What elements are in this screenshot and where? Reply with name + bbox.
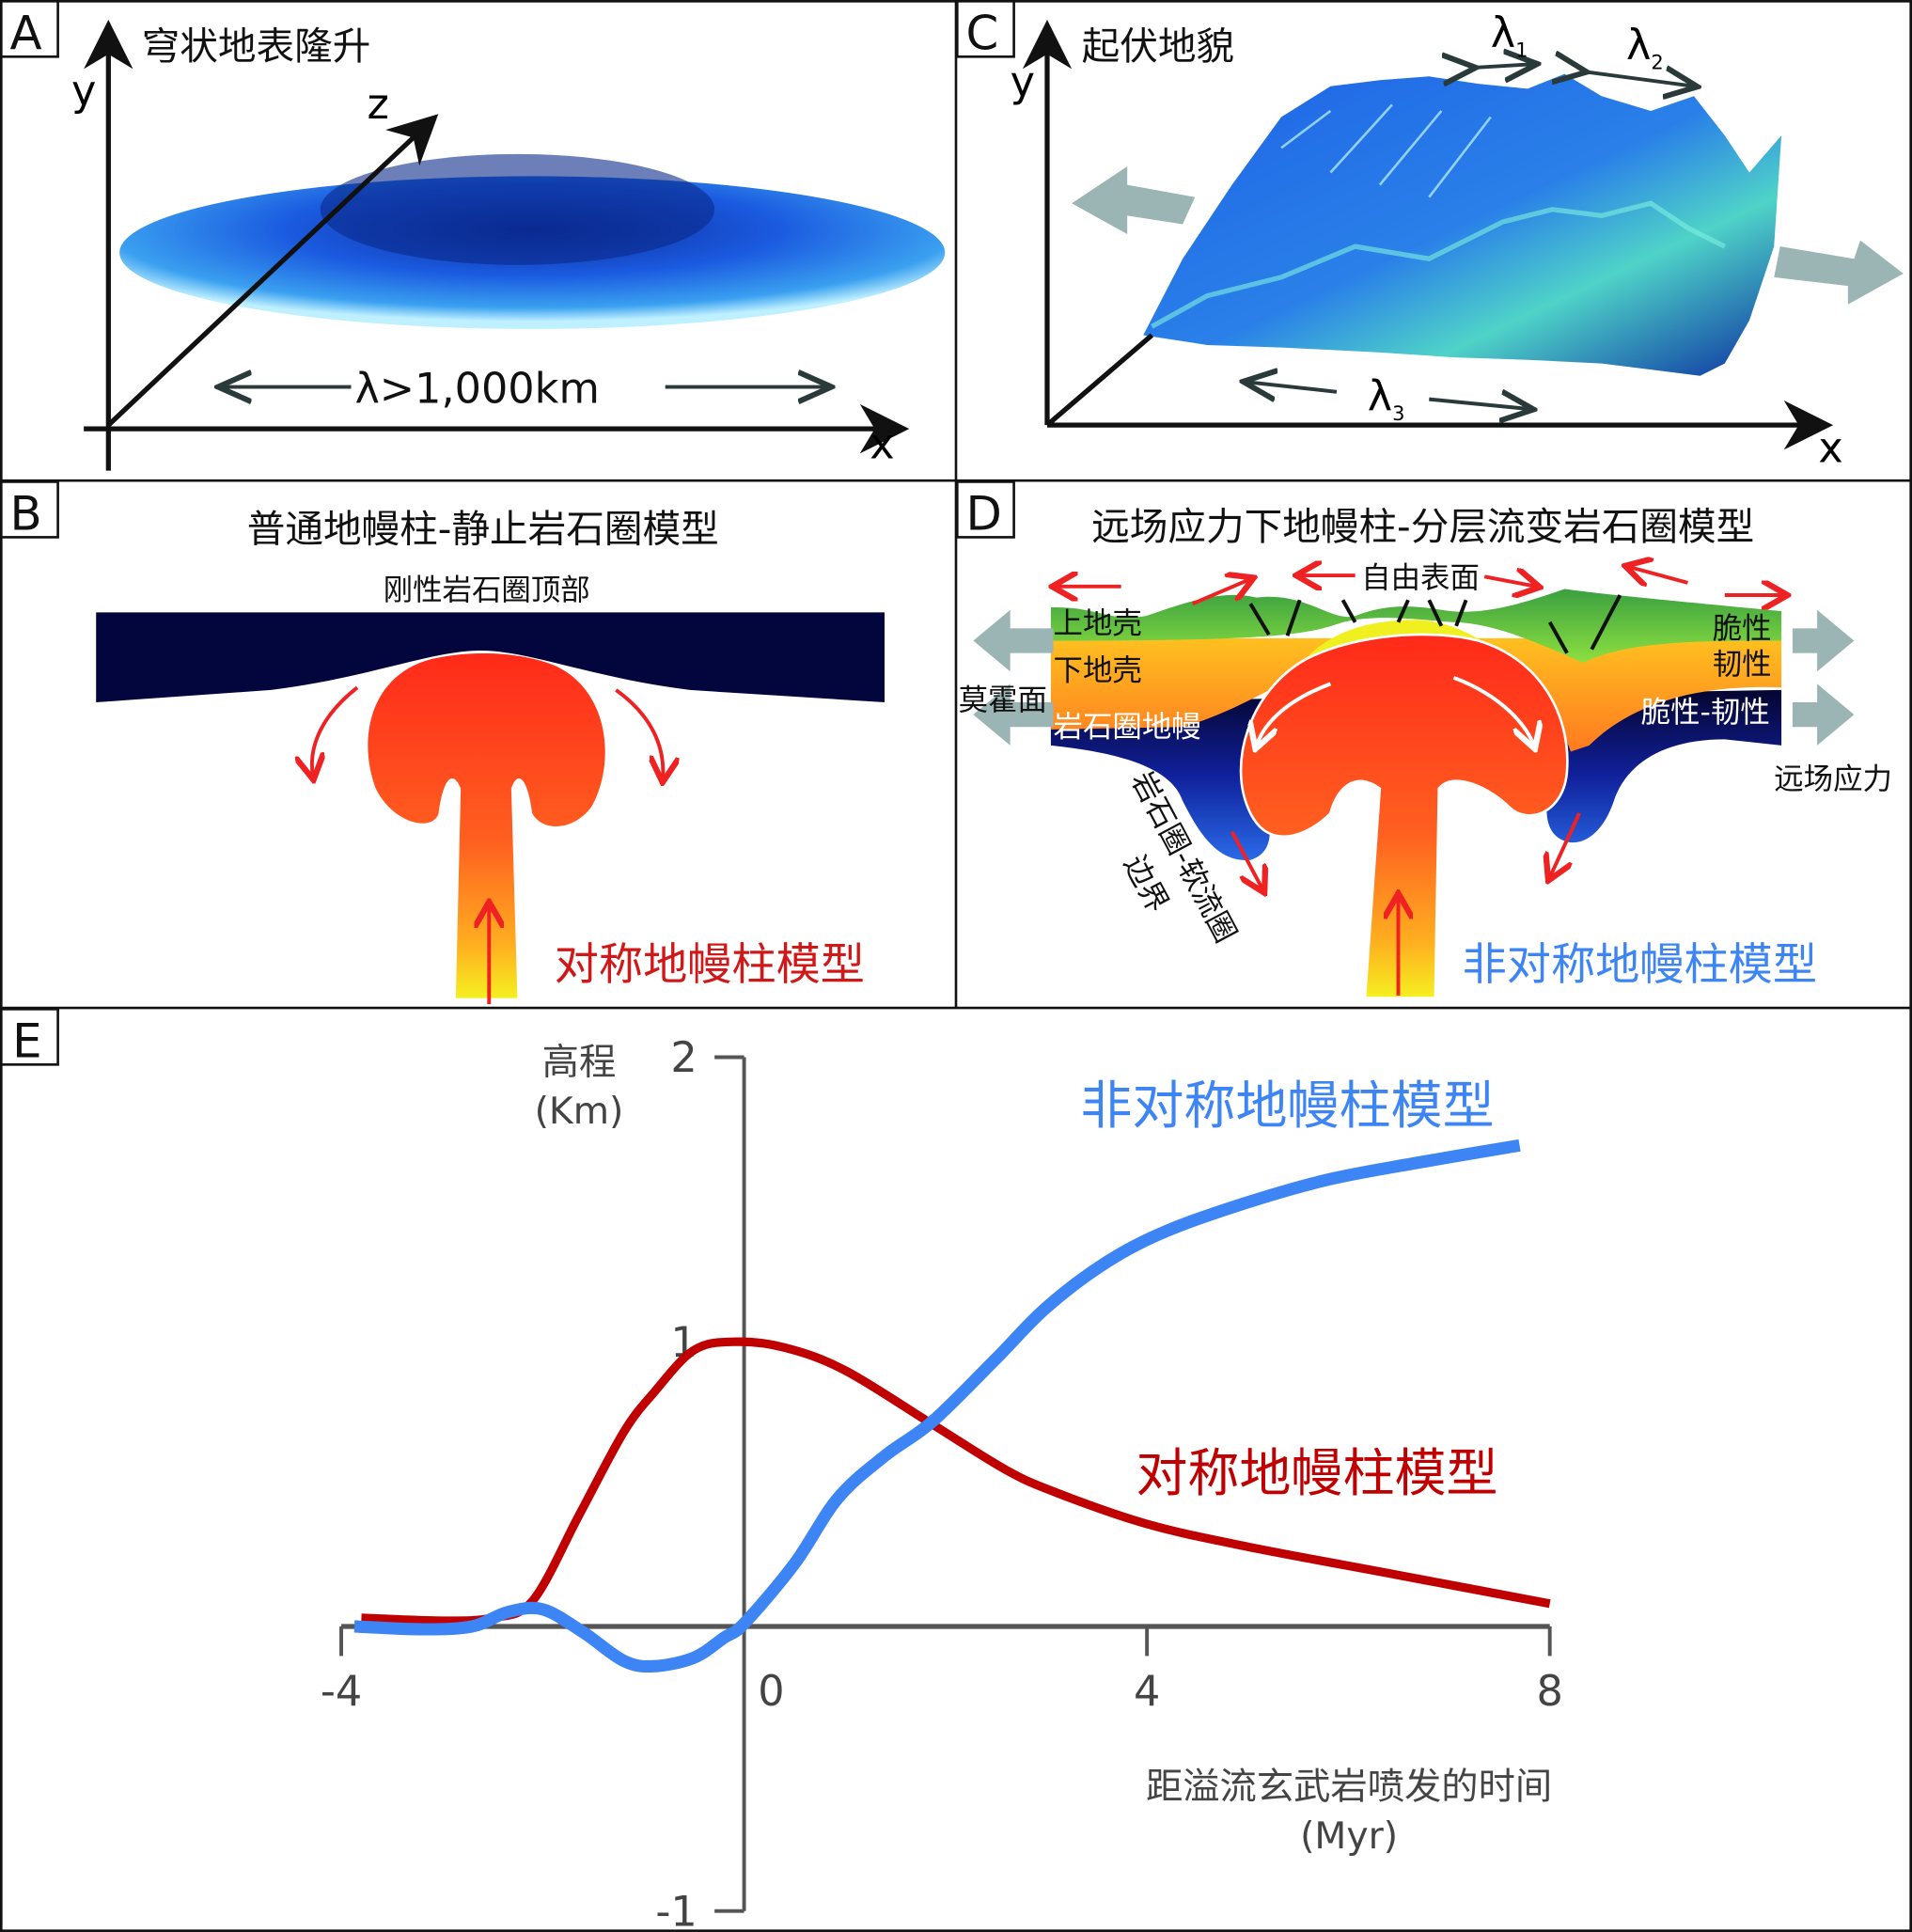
- panel-letter-d: D: [965, 487, 1001, 542]
- far-field-stress-label: 远场应力: [1774, 762, 1892, 796]
- x-axis-label-line2: (Myr): [1300, 1815, 1398, 1858]
- ductile-label: 韧性: [1713, 648, 1772, 682]
- surface-stress-arrows: [1056, 567, 1784, 996]
- x-tick-label: 0: [758, 1667, 784, 1716]
- panel-b: B 普通地幔柱-静止岩石圈模型 刚性岩石圈顶部 对称地幔柱模型: [0, 480, 885, 1005]
- extension-arrow-left-icon: [1072, 165, 1196, 235]
- moho-label: 莫霍面: [959, 683, 1047, 717]
- y-axis-label-line2: (Km): [535, 1091, 624, 1133]
- flow-arrow-right: [615, 688, 663, 778]
- y-axis-label-line1: 高程: [542, 1042, 617, 1084]
- panel-letter-c: C: [965, 6, 998, 60]
- z-axis: [1045, 333, 1154, 428]
- x-tick-label: -4: [321, 1667, 362, 1716]
- panel-b-title: 普通地幔柱-静止岩石圈模型: [247, 507, 719, 552]
- lithospheric-mantle-label: 岩石圈地幔: [1054, 711, 1201, 745]
- brittle-label: 脆性: [1713, 612, 1772, 646]
- plume-flow-arrow-left: [1257, 682, 1332, 746]
- lambda3-arrow-left: [1246, 382, 1338, 391]
- lambda3-arrow-right: [1429, 400, 1529, 409]
- undulating-terrain-surface: [1143, 73, 1782, 376]
- asymmetric-mantle-plume: [1239, 633, 1569, 999]
- panel-e: E -4 0 4 821-1 高程 (Km) 距溢流玄武岩喷发的时间 (Myr) 非对…: [0, 1008, 1563, 1932]
- far-field-arrow-left-lower-icon: [973, 683, 1054, 746]
- y-tick-label: -1: [655, 1887, 697, 1932]
- series-line-symmetric: [361, 1337, 1551, 1626]
- extension-arrow-right-icon: [1774, 240, 1904, 305]
- free-surface-label: 自由表面: [1361, 561, 1480, 595]
- lower-crust-label: 下地壳: [1054, 653, 1142, 687]
- mantle-plume-head: [368, 652, 605, 998]
- lower-crust: [1050, 637, 1782, 752]
- far-field-arrow-left-upper-icon: [973, 609, 1054, 672]
- panel-c: C 起伏地貌 y x λ1 λ2 λ3: [955, 0, 1904, 472]
- flow-arrow-left: [312, 685, 359, 776]
- x-axis-label-line1: 距溢流玄武岩喷发的时间: [1146, 1766, 1552, 1808]
- x-tick-label: 8: [1537, 1667, 1563, 1716]
- axis-label-x: x: [1818, 423, 1842, 472]
- upper-crust-label: 上地壳: [1054, 607, 1142, 641]
- z-axis: [106, 114, 439, 428]
- axis-label-y: y: [71, 66, 96, 115]
- far-field-arrow-right-lower-icon: [1792, 683, 1855, 746]
- series-line-asymmetric: [353, 1139, 1521, 1673]
- panel-letter-a: A: [9, 6, 41, 60]
- panel-letter-b: B: [9, 487, 41, 542]
- symmetric-model-label: 对称地幔柱模型: [555, 939, 865, 991]
- panel-a: A 穹状地表隆升 y z x λ>1,000km: [0, 0, 946, 471]
- lambda3-label: λ3: [1368, 371, 1405, 424]
- upper-crust: [1050, 589, 1782, 664]
- axis-label-y: y: [1011, 57, 1035, 106]
- legend-asymmetric: 非对称地幔柱模型: [1080, 1076, 1494, 1136]
- lambda2-label: λ2: [1626, 21, 1664, 73]
- x-tick-label: 4: [1134, 1667, 1160, 1716]
- rigid-lithosphere: [96, 612, 885, 703]
- y-tick-label: 2: [670, 1033, 697, 1082]
- faults: [1248, 594, 1622, 654]
- elevation-chart: -4 0 4 821-1: [321, 1033, 1563, 1932]
- panel-d-title: 远场应力下地幔柱-分层流变岩石圈模型: [1091, 504, 1754, 549]
- legend-symmetric: 对称地幔柱模型: [1136, 1443, 1497, 1503]
- panel-d: D 远场应力下地幔柱-分层流变岩石圈模型: [955, 480, 1892, 999]
- lambda1-label: λ1: [1491, 8, 1528, 61]
- wavelength-label: λ>1,000km: [354, 365, 599, 414]
- panel-c-title: 起伏地貌: [1082, 24, 1234, 69]
- plume-flow-arrow-right: [1452, 675, 1533, 746]
- asymmetric-model-label: 非对称地幔柱模型: [1463, 939, 1817, 991]
- axis-label-z: z: [368, 80, 389, 129]
- panel-a-title: 穹状地表隆升: [142, 24, 371, 69]
- lambda2-arrow: [1583, 71, 1694, 86]
- far-field-arrow-right-upper-icon: [1792, 609, 1855, 672]
- rigid-lithosphere-top-label: 刚性岩石圈顶部: [384, 573, 590, 607]
- lambda1-arrow: [1472, 64, 1534, 68]
- panel-letter-e: E: [12, 1013, 41, 1068]
- brittle-ductile-label: 脆性-韧性: [1641, 696, 1770, 730]
- axis-label-x: x: [870, 420, 894, 469]
